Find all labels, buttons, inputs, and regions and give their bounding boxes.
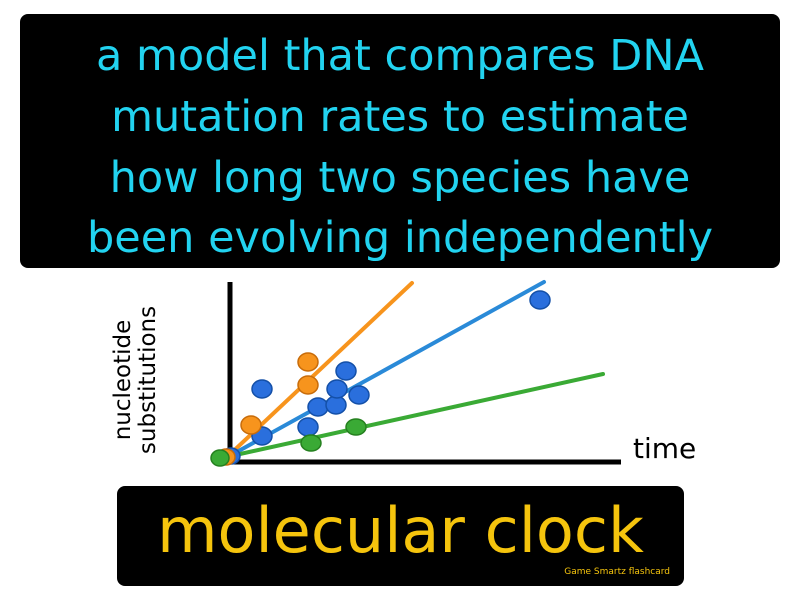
blue-points	[251, 290, 551, 446]
blue-point	[251, 379, 273, 399]
green-point	[345, 418, 367, 436]
green-point	[300, 434, 322, 452]
blue-point	[326, 379, 348, 399]
y-axis-label-line-1: nucleotide	[110, 319, 136, 441]
blue-point	[529, 290, 551, 310]
blue-trend-line	[224, 280, 546, 460]
blue-point	[335, 361, 357, 381]
blue-point	[307, 397, 329, 417]
orange-point	[297, 375, 319, 395]
green-points	[300, 418, 367, 452]
origin-points	[210, 447, 241, 467]
term-title: molecular clock	[157, 494, 644, 567]
orange-point	[240, 415, 262, 435]
molecular-clock-diagram	[210, 280, 621, 467]
definition-panel: a model that compares DNA mutation rates…	[20, 14, 780, 268]
term-panel: molecular clock Game Smartz flashcard	[117, 486, 684, 586]
blue-point	[297, 417, 319, 437]
green-trend-line	[220, 372, 605, 460]
brand-credit: Game Smartz flashcard	[564, 567, 670, 577]
orange-point	[297, 352, 319, 372]
green-point	[210, 449, 230, 467]
blue-point	[348, 385, 370, 405]
definition-line-4: been evolving independently	[86, 213, 714, 263]
definition-line-1: a model that compares DNA	[95, 31, 704, 81]
definition-line-2: mutation rates to estimate	[111, 92, 689, 142]
orange-points	[240, 352, 319, 435]
y-axis-label-line-2: substitutions	[135, 305, 161, 455]
x-axis-label: time	[633, 432, 697, 465]
definition-line-3: how long two species have	[109, 153, 691, 203]
